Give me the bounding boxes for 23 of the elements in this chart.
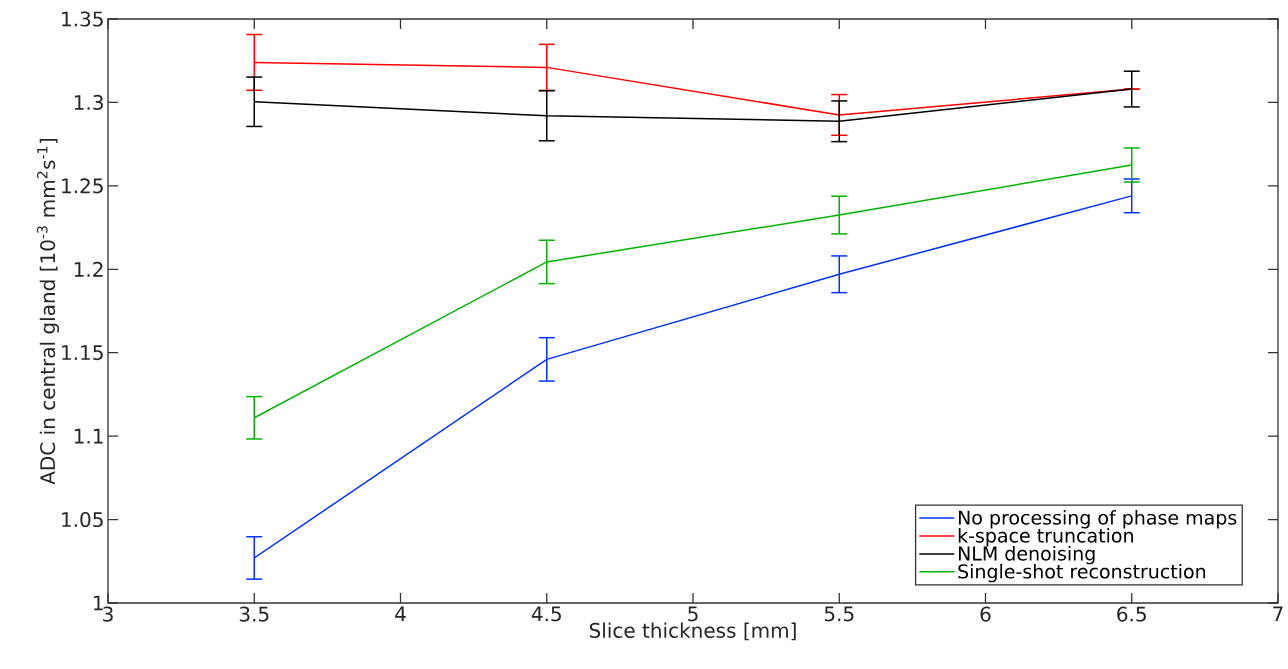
x-axis-title: Slice thickness [mm] (589, 622, 796, 641)
y-tick-label: 1 (93, 595, 103, 611)
x-tick-label: 4.5 (531, 606, 561, 622)
legend-label: k-space truncation (958, 528, 1133, 547)
y-tick-label: 1.3 (74, 94, 103, 110)
y-tick-label: 1.05 (62, 512, 103, 528)
legend-label: NLM denoising (958, 545, 1095, 565)
y-tick-label: 1.1 (74, 428, 103, 444)
y-tick-label: 1.15 (62, 345, 103, 361)
x-tick-label: 5 (688, 606, 698, 622)
x-tick-label: 6 (980, 606, 991, 622)
y-tick-label: 1.2 (74, 261, 103, 277)
x-tick-label: 4 (395, 606, 406, 622)
y-axis-title: ADC in central gland [10$^{-3}$ mm$^{2}$s$^{-1}$] (37, 138, 60, 485)
legend-label: Single-shot reconstruction (958, 563, 1206, 583)
x-tick-label: 3.5 (239, 606, 269, 622)
y-tick-label: 1.25 (62, 178, 103, 194)
x-tick-label: 7 (1273, 606, 1283, 622)
x-tick-label: 3 (103, 606, 113, 622)
legend-label: No processing of phase maps (958, 510, 1237, 529)
x-tick-label: 6.5 (1117, 606, 1146, 622)
y-tick-label: 1.35 (62, 11, 103, 27)
x-tick-label: 5.5 (824, 606, 854, 622)
